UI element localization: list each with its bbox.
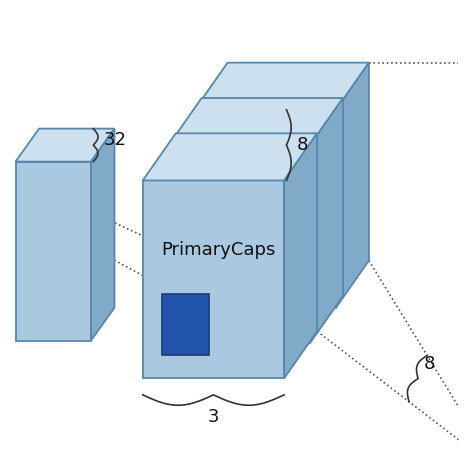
Polygon shape: [336, 63, 369, 308]
Polygon shape: [195, 110, 336, 308]
Polygon shape: [162, 293, 209, 355]
Text: 32: 32: [104, 131, 127, 149]
Polygon shape: [310, 98, 343, 343]
Text: 8: 8: [297, 136, 308, 154]
Polygon shape: [195, 63, 369, 110]
Polygon shape: [143, 181, 284, 378]
Polygon shape: [284, 133, 317, 378]
Text: 3: 3: [208, 409, 219, 427]
Polygon shape: [169, 98, 343, 145]
Text: PrimaryCaps: PrimaryCaps: [162, 241, 276, 259]
Text: 8: 8: [424, 355, 435, 373]
Polygon shape: [169, 145, 310, 343]
Polygon shape: [16, 128, 115, 162]
Polygon shape: [143, 133, 317, 181]
Polygon shape: [91, 128, 115, 341]
Polygon shape: [16, 162, 91, 341]
